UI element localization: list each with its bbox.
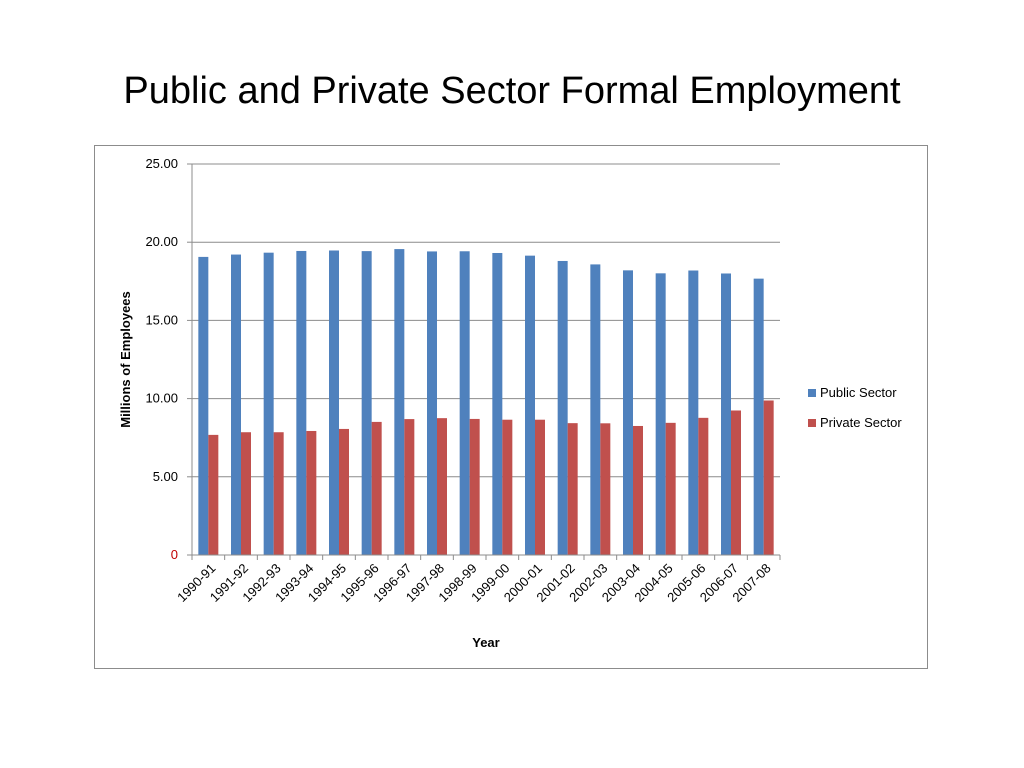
bars-layer [198,249,774,555]
y-tick-label: 20.00 [145,234,178,249]
bar-public-sector [231,254,241,555]
legend-swatch-private-sector [808,419,816,427]
bar-public-sector [721,273,731,555]
bar-private-sector [404,419,415,555]
bar-private-sector [306,430,317,555]
bar-private-sector [535,419,545,555]
bar-public-sector [329,250,339,555]
bar-public-sector [623,270,633,555]
bar-private-sector [665,422,676,555]
legend-label-private-sector: Private Sector [820,415,902,430]
bar-public-sector [427,251,437,555]
bar-public-sector [459,251,470,555]
axis-layer [187,163,781,560]
bar-private-sector [273,432,284,555]
bar-private-sector [241,432,251,555]
bar-public-sector [361,251,372,555]
y-tick-label: 15.00 [145,312,178,327]
bar-public-sector [655,273,666,555]
bar-private-sector [502,419,513,555]
legend-label-public-sector: Public Sector [820,385,897,400]
bar-public-sector [263,252,274,555]
labels-layer: 05.0010.0015.0020.0025.001990-911991-921… [118,156,774,650]
bar-public-sector [394,249,405,555]
bar-public-sector [198,256,209,555]
chart-svg: 05.0010.0015.0020.0025.001990-911991-921… [118,156,902,650]
chart-frame: 0 5.00 10.00 15.00 20.00 25.00 1990-91 1991-92 1… [94,145,928,669]
y-axis-title: Millions of Employees [118,291,133,428]
bar-public-sector [557,260,568,555]
legend: Public Sector Private Sector [808,385,902,430]
bar-private-sector [339,428,349,555]
bar-private-sector [731,410,741,555]
bar-private-sector [698,417,709,555]
bar-public-sector [688,270,699,555]
bar-private-sector [600,423,611,555]
y-tick-label: 10.00 [145,391,178,406]
y-tick-label: 25.00 [145,156,178,171]
y-tick-label: 5.00 [153,469,178,484]
bar-private-sector [763,400,774,555]
bar-public-sector [525,255,535,555]
x-axis-title: Year [472,635,499,650]
bar-private-sector [208,434,219,555]
bar-private-sector [567,423,578,555]
legend-swatch-public-sector [808,389,816,397]
bar-public-sector [296,250,307,555]
bar-private-sector [633,425,643,555]
bar-public-sector [492,252,503,555]
bar-private-sector [437,418,447,555]
bar-public-sector [590,264,601,555]
slide-title: Public and Private Sector Formal Employm… [123,70,901,112]
bar-public-sector [753,278,764,555]
bar-private-sector [469,418,480,555]
bar-private-sector [371,421,382,555]
grid-layer [192,163,780,478]
y-tick-label: 0 [171,547,178,562]
